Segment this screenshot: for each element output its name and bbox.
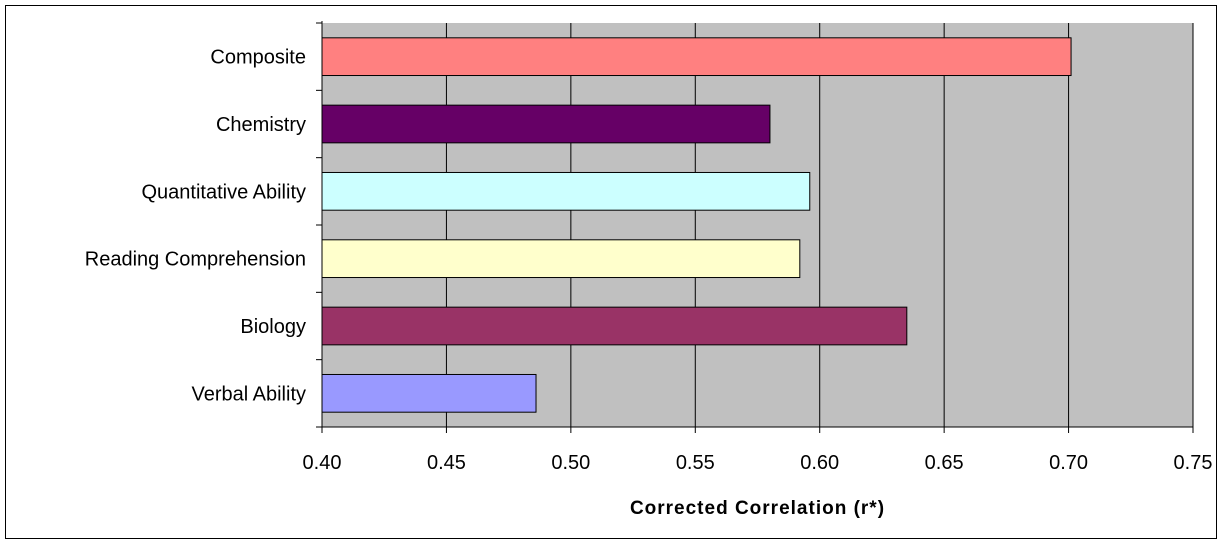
category-label: Quantitative Ability: [141, 181, 306, 203]
bar-verbal-ability: [321, 373, 537, 413]
x-tick-label: 0.70: [1049, 452, 1088, 474]
category-labels: Composite Chemistry Quantitative Ability Re…: [85, 47, 306, 406]
x-tick-label: 0.75: [1174, 452, 1213, 474]
x-tick-label: 0.60: [800, 452, 839, 474]
x-tick-label: 0.65: [925, 452, 964, 474]
axes: [316, 21, 1194, 433]
bar-quantitative-ability: [321, 171, 811, 211]
x-tick-label: 0.40: [303, 452, 342, 474]
category-label: Chemistry: [216, 114, 306, 136]
plot-area: [322, 23, 1193, 427]
x-tick-labels: 0.40 0.45 0.50 0.55 0.60 0.65 0.70 0.75: [303, 452, 1213, 474]
bar-chemistry: [321, 104, 771, 144]
x-axis-title: Corrected Correlation (r*): [630, 498, 885, 519]
bar-composite: [321, 37, 1072, 77]
bar-biology: [321, 306, 908, 346]
category-label: Composite: [210, 47, 306, 69]
category-label: Verbal Ability: [191, 383, 306, 405]
grid-lines: [445, 23, 1194, 427]
x-tick-label: 0.55: [676, 452, 715, 474]
x-tick-label: 0.45: [427, 452, 466, 474]
x-tick-label: 0.50: [551, 452, 590, 474]
category-label: Biology: [240, 316, 306, 338]
bars: [321, 37, 1072, 413]
bar-reading-comprehension: [321, 239, 801, 279]
category-label: Reading Comprehension: [85, 249, 306, 271]
